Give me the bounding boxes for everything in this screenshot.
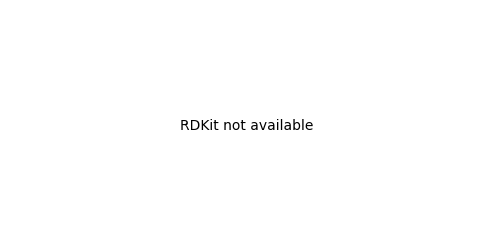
Text: RDKit not available: RDKit not available [180,119,313,133]
